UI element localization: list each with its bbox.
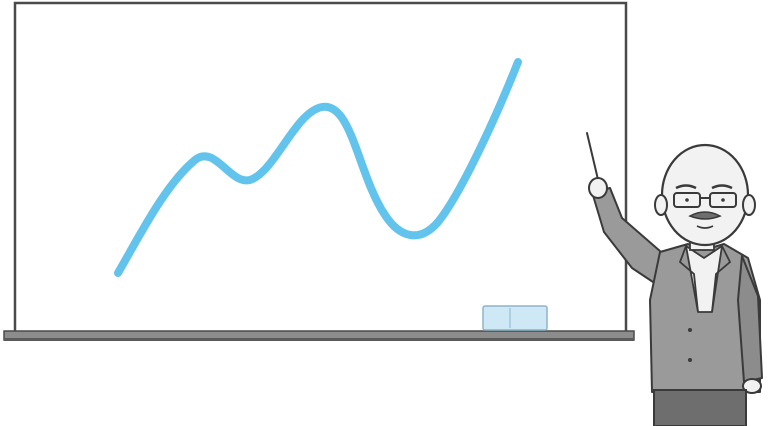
mouth bbox=[696, 225, 714, 229]
teacher-figure bbox=[586, 132, 763, 426]
whiteboard-panel bbox=[13, 1, 628, 335]
whiteboard-ledge-shadow bbox=[4, 338, 634, 341]
jacket-button bbox=[688, 358, 692, 362]
left-ear bbox=[654, 194, 668, 216]
jacket-button bbox=[688, 328, 692, 332]
whiteboard bbox=[3, 1, 635, 341]
left-eyebrow bbox=[675, 184, 697, 190]
raised-hand bbox=[588, 177, 608, 199]
lower-hand bbox=[742, 378, 762, 394]
trend-line bbox=[114, 58, 522, 277]
right-eyebrow bbox=[711, 184, 733, 190]
right-ear bbox=[742, 194, 756, 216]
right-eye bbox=[721, 198, 725, 202]
right-lapel bbox=[711, 245, 732, 313]
left-lapel bbox=[678, 245, 699, 313]
eraser-icon bbox=[482, 305, 548, 331]
mustache bbox=[688, 211, 722, 220]
trousers bbox=[653, 389, 747, 426]
left-eye bbox=[685, 198, 689, 202]
glasses-icon bbox=[673, 192, 737, 208]
